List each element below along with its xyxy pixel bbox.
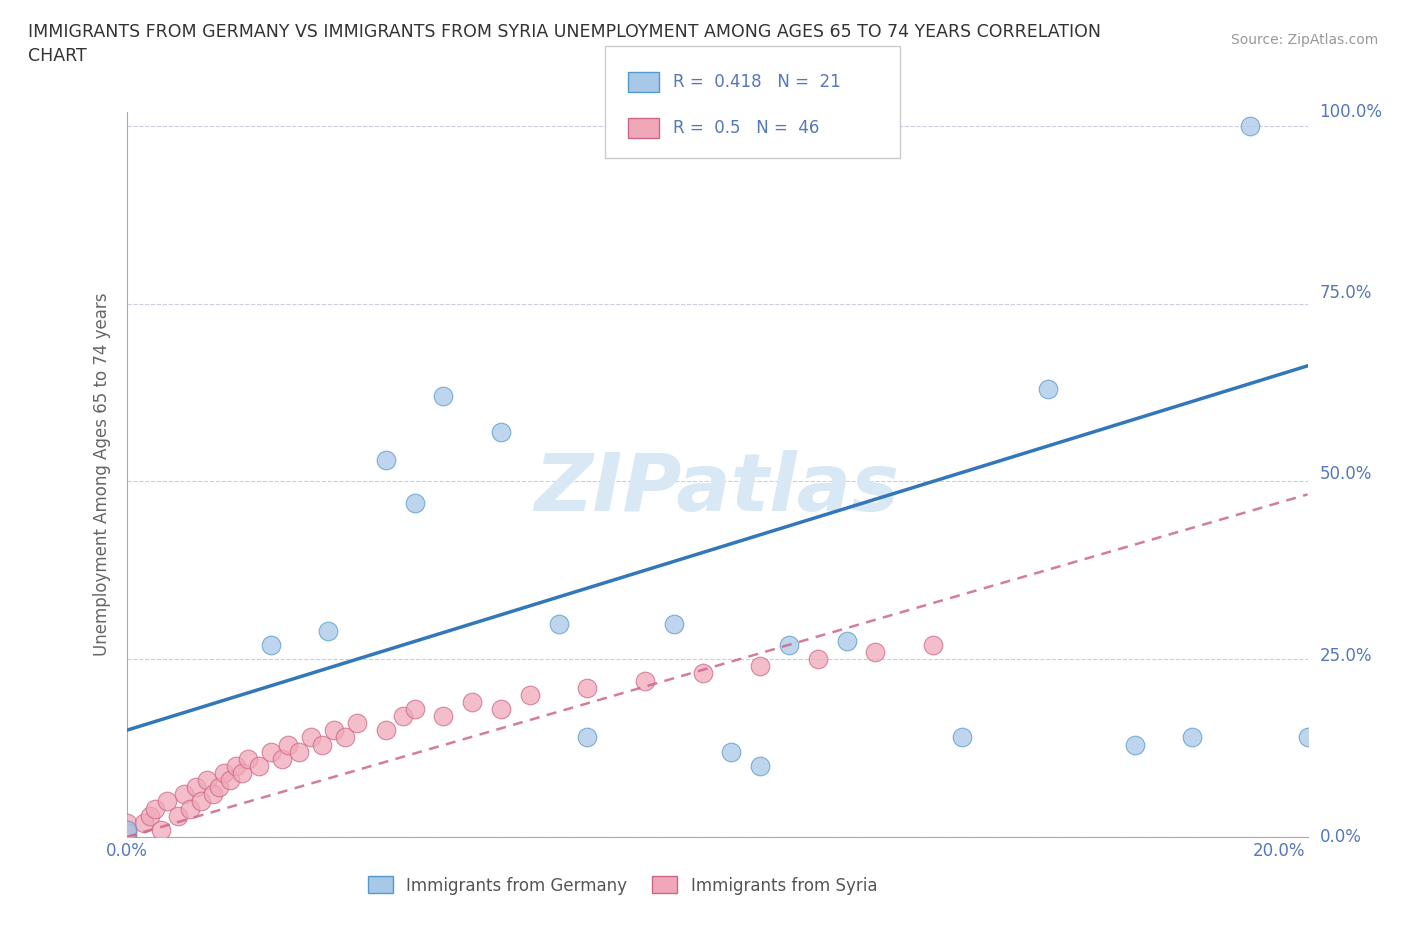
Text: R =  0.5   N =  46: R = 0.5 N = 46 [673,119,820,137]
Point [277,737,299,752]
Point [184,779,207,794]
Point [749,658,772,673]
Text: 50.0%: 50.0% [1319,465,1372,484]
Point [547,617,569,631]
Point [167,808,190,823]
Point [236,751,259,766]
Point [115,830,138,844]
Text: ZIPatlas: ZIPatlas [534,450,900,528]
Point [201,787,224,802]
Point [156,794,179,809]
Point [323,723,346,737]
Point [489,701,512,716]
Point [950,730,973,745]
Text: 100.0%: 100.0% [1319,102,1382,121]
Point [259,638,281,653]
Point [404,496,426,511]
Point [519,687,541,702]
Point [576,730,599,745]
Text: 75.0%: 75.0% [1319,284,1372,302]
Point [1123,737,1146,752]
Point [115,822,138,837]
Point [138,808,160,823]
Point [461,695,484,710]
Point [219,773,242,788]
Text: 25.0%: 25.0% [1319,646,1372,665]
Point [311,737,333,752]
Legend: Immigrants from Germany, Immigrants from Syria: Immigrants from Germany, Immigrants from… [361,870,884,901]
Point [271,751,294,766]
Point [374,723,396,737]
Point [576,680,599,695]
Point [662,617,685,631]
Text: R =  0.418   N =  21: R = 0.418 N = 21 [673,73,841,91]
Point [190,794,212,809]
Point [1354,381,1376,396]
Point [259,744,281,759]
Point [195,773,218,788]
Point [173,787,195,802]
Point [208,779,231,794]
Point [150,822,173,837]
Point [1181,730,1204,745]
Point [489,424,512,439]
Point [432,389,454,404]
Point [299,730,322,745]
Point [807,652,830,667]
Y-axis label: Unemployment Among Ages 65 to 74 years: Unemployment Among Ages 65 to 74 years [93,293,111,656]
Point [634,673,657,688]
Point [225,759,247,774]
Point [335,730,357,745]
Point [288,744,311,759]
Text: IMMIGRANTS FROM GERMANY VS IMMIGRANTS FROM SYRIA UNEMPLOYMENT AMONG AGES 65 TO 7: IMMIGRANTS FROM GERMANY VS IMMIGRANTS FR… [28,23,1101,65]
Point [247,759,270,774]
Point [720,744,742,759]
Point [432,709,454,724]
Point [132,816,155,830]
Point [1038,381,1060,396]
Point [778,638,800,653]
Point [1296,730,1319,745]
Point [374,453,396,468]
Point [316,623,339,638]
Point [115,816,138,830]
Point [922,638,945,653]
Point [1239,118,1261,133]
Point [115,822,138,837]
Point [214,765,236,780]
Point [692,666,714,681]
Point [835,634,858,649]
Point [346,716,368,731]
Point [404,701,426,716]
Point [143,801,166,816]
Point [749,759,772,774]
Text: 0.0%: 0.0% [1319,828,1361,846]
Point [392,709,415,724]
Text: Source: ZipAtlas.com: Source: ZipAtlas.com [1230,33,1378,46]
Point [865,644,887,659]
Point [115,826,138,841]
Point [179,801,201,816]
Point [231,765,253,780]
